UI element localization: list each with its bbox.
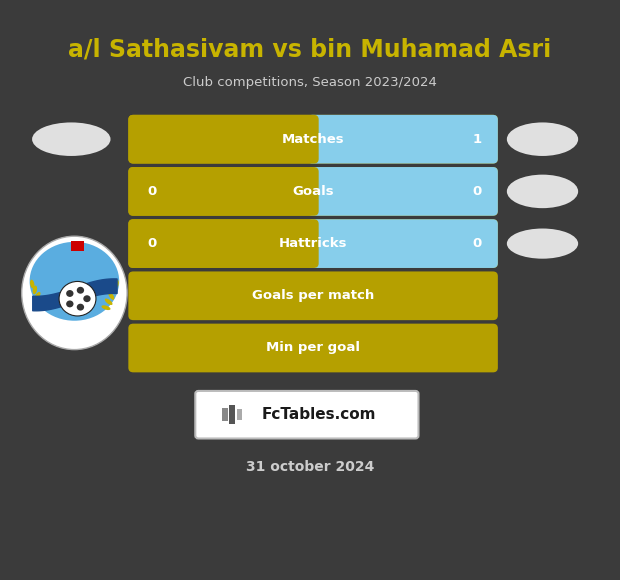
Text: Hattricks: Hattricks: [279, 237, 347, 250]
Ellipse shape: [35, 292, 40, 300]
Circle shape: [77, 304, 84, 311]
Text: Goals per match: Goals per match: [252, 289, 374, 302]
Ellipse shape: [108, 292, 114, 300]
Text: Goals: Goals: [292, 185, 334, 198]
Ellipse shape: [30, 280, 35, 288]
Ellipse shape: [32, 122, 110, 156]
FancyBboxPatch shape: [128, 167, 319, 216]
Bar: [237, 409, 242, 420]
Circle shape: [59, 281, 96, 316]
FancyBboxPatch shape: [308, 219, 498, 268]
Text: 0: 0: [472, 237, 482, 250]
FancyBboxPatch shape: [128, 324, 498, 372]
Ellipse shape: [36, 299, 44, 305]
Bar: [313, 224, 493, 263]
Bar: [229, 405, 235, 424]
Circle shape: [77, 287, 84, 293]
Ellipse shape: [507, 122, 578, 156]
Ellipse shape: [507, 229, 578, 259]
Text: 0: 0: [147, 185, 156, 198]
Text: Club competitions, Season 2023/2024: Club competitions, Season 2023/2024: [183, 77, 437, 89]
FancyBboxPatch shape: [128, 115, 498, 164]
Ellipse shape: [33, 285, 37, 294]
Ellipse shape: [38, 305, 47, 310]
Ellipse shape: [102, 305, 110, 310]
Bar: [313, 172, 493, 211]
Text: Matches: Matches: [281, 133, 345, 146]
Ellipse shape: [507, 175, 578, 208]
Text: a/l Sathasivam vs bin Muhamad Asri: a/l Sathasivam vs bin Muhamad Asri: [68, 37, 552, 61]
Ellipse shape: [114, 280, 119, 288]
Ellipse shape: [105, 299, 113, 305]
FancyBboxPatch shape: [195, 391, 418, 438]
Bar: [71, 241, 84, 251]
Ellipse shape: [30, 242, 119, 321]
Text: 31 october 2024: 31 october 2024: [246, 460, 374, 474]
Circle shape: [66, 300, 74, 307]
FancyBboxPatch shape: [308, 115, 498, 164]
FancyBboxPatch shape: [128, 219, 319, 268]
Text: Min per goal: Min per goal: [266, 342, 360, 354]
Circle shape: [83, 295, 91, 302]
FancyBboxPatch shape: [128, 271, 498, 320]
Text: 0: 0: [472, 185, 482, 198]
Text: FcTables.com: FcTables.com: [262, 407, 376, 422]
Text: 1: 1: [472, 133, 482, 146]
Circle shape: [66, 290, 74, 297]
Bar: [222, 408, 228, 421]
Ellipse shape: [22, 236, 127, 350]
Bar: [313, 119, 493, 159]
FancyBboxPatch shape: [128, 167, 498, 216]
FancyBboxPatch shape: [128, 219, 498, 268]
FancyBboxPatch shape: [308, 167, 498, 216]
Text: 0: 0: [147, 237, 156, 250]
FancyBboxPatch shape: [128, 115, 319, 164]
Ellipse shape: [112, 285, 116, 294]
